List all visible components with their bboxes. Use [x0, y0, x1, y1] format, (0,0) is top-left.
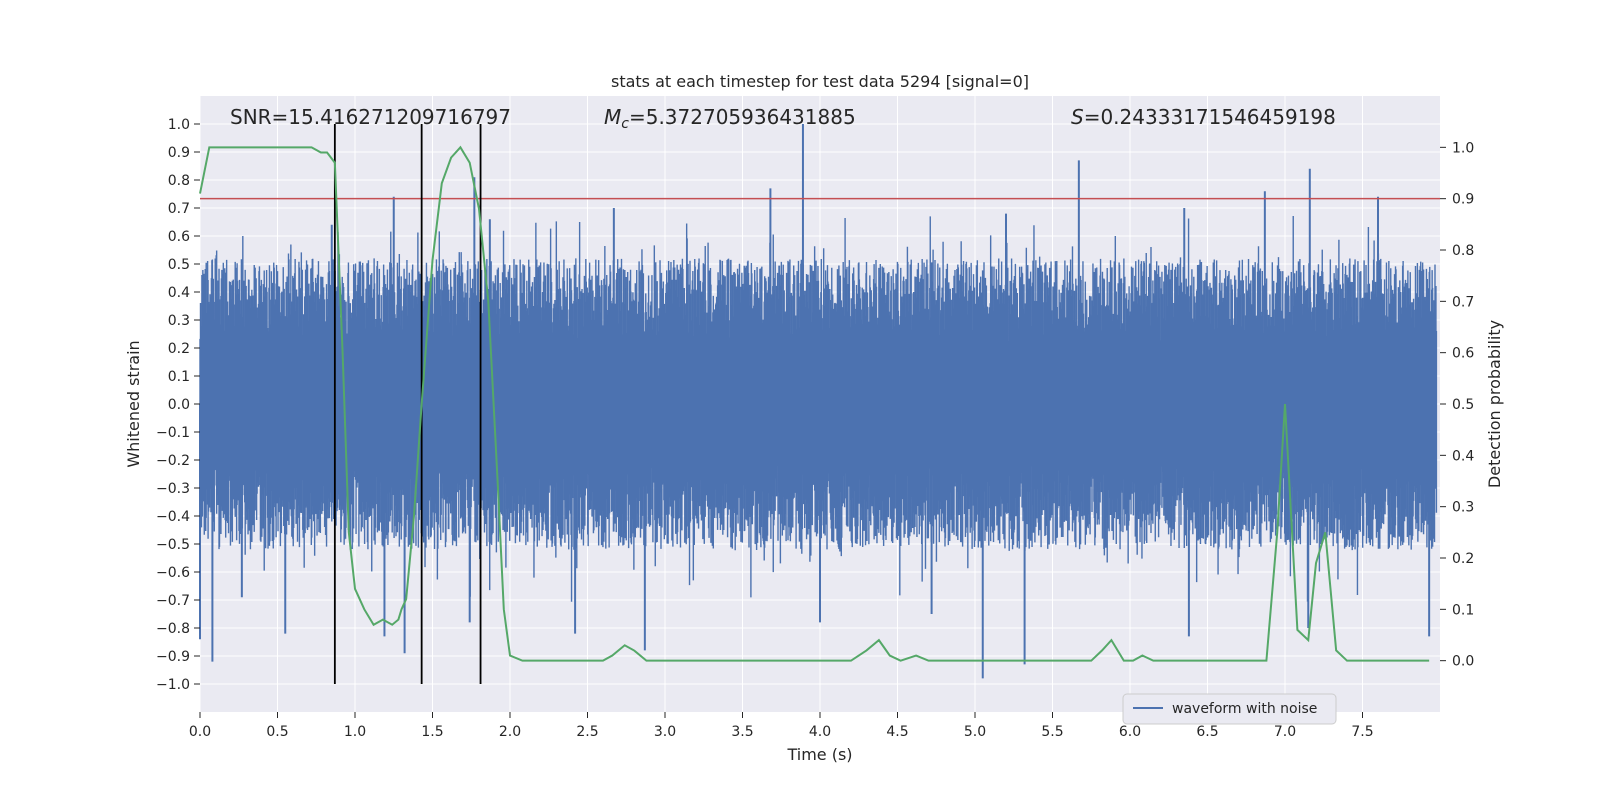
chirp-mass-subscript: c [621, 116, 629, 132]
left-tick-label: −0.4 [156, 509, 190, 525]
left-tick-label: −0.1 [156, 425, 190, 441]
left-tick-label: −0.8 [156, 621, 190, 637]
x-tick-label: 0.5 [266, 724, 288, 740]
right-tick-label: 0.6 [1452, 346, 1474, 362]
left-tick-label: 0.1 [168, 369, 190, 385]
left-tick-label: 0.6 [168, 229, 190, 245]
s-annotation: S=0.24333171546459198 [1071, 105, 1336, 129]
x-tick-label: 7.0 [1274, 724, 1296, 740]
x-tick-label: 7.5 [1351, 724, 1373, 740]
x-tick-label: 2.0 [499, 724, 521, 740]
left-tick-label: −0.5 [156, 537, 190, 553]
legend-label-waveform: waveform with noise [1172, 701, 1317, 717]
x-tick-label: 1.0 [344, 724, 366, 740]
left-tick-label: −0.3 [156, 481, 190, 497]
x-tick-label: 4.5 [886, 724, 908, 740]
right-tick-label: 0.2 [1452, 551, 1474, 567]
x-tick-label: 6.0 [1119, 724, 1141, 740]
s-symbol: S [1071, 105, 1084, 129]
left-tick-label: 0.3 [168, 313, 190, 329]
left-tick-label: −0.6 [156, 565, 190, 581]
x-tick-label: 5.0 [964, 724, 986, 740]
left-tick-label: −0.2 [156, 453, 190, 469]
x-tick-label: 3.0 [654, 724, 676, 740]
x-tick-label: 0.0 [189, 724, 211, 740]
right-tick-label: 0.0 [1452, 654, 1474, 670]
x-tick-label: 3.5 [731, 724, 753, 740]
x-tick-label: 2.5 [576, 724, 598, 740]
left-axis-ticks: 1.0 0.9 0.8 0.7 0.6 0.5 0.4 0.3 0.2 0.1 0.0 −0.1 −0.… [156, 117, 200, 693]
left-tick-label: −0.7 [156, 593, 190, 609]
x-axis-label: Time (s) [786, 745, 852, 764]
right-tick-label: 0.8 [1452, 243, 1474, 259]
left-tick-label: 0.4 [168, 285, 190, 301]
legend-box [1122, 693, 1337, 725]
right-axis-label: Detection probability [1485, 320, 1504, 488]
right-tick-label: 0.7 [1452, 294, 1474, 310]
left-tick-label: 0.8 [168, 173, 190, 189]
right-tick-label: 0.5 [1452, 397, 1474, 413]
left-tick-label: 0.2 [168, 341, 190, 357]
right-tick-label: 0.9 [1452, 192, 1474, 208]
x-tick-label: 4.0 [809, 724, 831, 740]
chirp-mass-annotation: Mc=5.372705936431885 [604, 105, 856, 132]
chirp-mass-value: =5.372705936431885 [629, 105, 856, 129]
legend: waveform with noise [1122, 693, 1337, 725]
right-tick-label: 1.0 [1452, 140, 1474, 156]
chart-title: stats at each timestep for test data 529… [611, 72, 1029, 91]
chirp-mass-symbol: M [604, 105, 621, 129]
left-tick-label: −1.0 [156, 677, 190, 693]
s-value: =0.24333171546459198 [1084, 105, 1336, 129]
left-axis-label: Whitened strain [124, 340, 143, 467]
right-tick-label: 0.1 [1452, 602, 1474, 618]
probability-line [199, 145, 1430, 662]
x-tick-label: 5.5 [1041, 724, 1063, 740]
x-tick-label: 1.5 [421, 724, 443, 740]
x-tick-label: 6.5 [1196, 724, 1218, 740]
snr-annotation: SNR=15.416271209716797 [230, 105, 511, 129]
probability-series [199, 145, 1430, 662]
left-tick-label: 0.9 [168, 145, 190, 161]
left-tick-label: 0.0 [168, 397, 190, 413]
left-tick-label: 0.7 [168, 201, 190, 217]
right-tick-label: 0.3 [1452, 500, 1474, 516]
left-tick-label: 0.5 [168, 257, 190, 273]
waveform-series [199, 124, 1438, 679]
right-axis-ticks: 1.0 0.9 0.8 0.7 0.6 0.5 0.4 0.3 0.2 0.1 0.0 [1440, 140, 1474, 670]
left-tick-label: −0.9 [156, 649, 190, 665]
left-tick-label: 1.0 [168, 117, 190, 133]
right-tick-label: 0.4 [1452, 448, 1474, 464]
